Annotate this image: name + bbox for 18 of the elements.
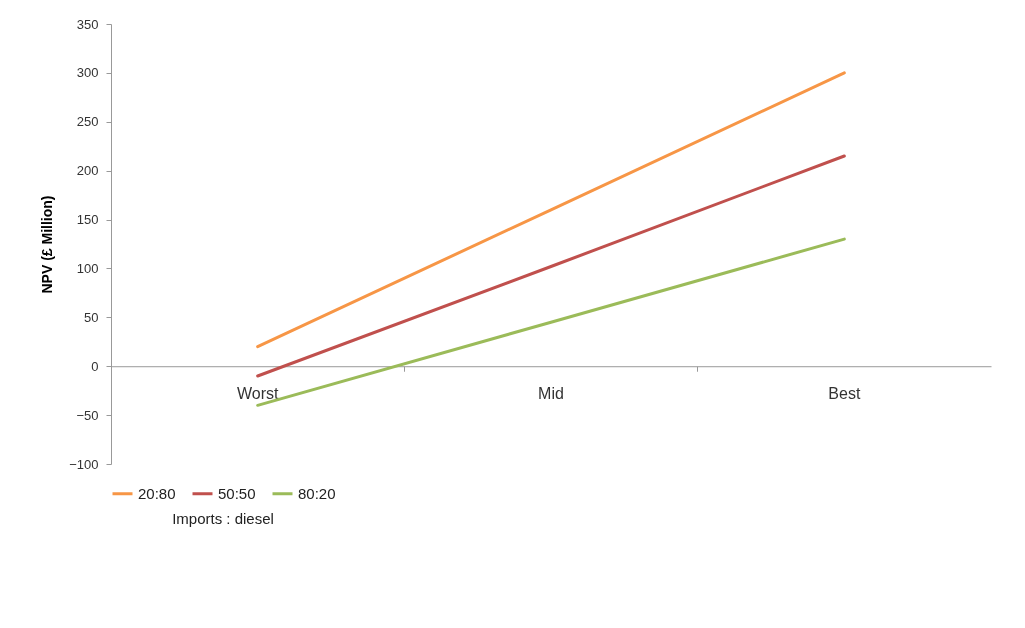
y-axis-title: NPV (£ Million) <box>39 195 56 294</box>
y-tick-label: −100 <box>69 456 99 472</box>
x-tick-label: Best <box>828 384 861 402</box>
y-tick-label: 50 <box>84 309 99 325</box>
y-tick-label: 100 <box>76 260 99 276</box>
legend-label: 20:80 <box>138 484 176 502</box>
y-tick-label: −50 <box>76 407 99 423</box>
legend-label: 80:20 <box>298 484 336 502</box>
x-tick-label: Worst <box>236 384 279 402</box>
y-tick-label: 150 <box>76 212 99 228</box>
y-tick-label: 300 <box>76 65 99 81</box>
y-tick-label: 250 <box>76 114 99 130</box>
legend-label: 50:50 <box>218 484 256 502</box>
y-tick-label: 0 <box>91 358 99 374</box>
y-tick-label: 350 <box>76 16 99 32</box>
x-axis-title: Imports : diesel <box>172 510 274 527</box>
x-tick-label: Mid <box>538 384 564 402</box>
y-tick-label: 200 <box>76 163 99 179</box>
